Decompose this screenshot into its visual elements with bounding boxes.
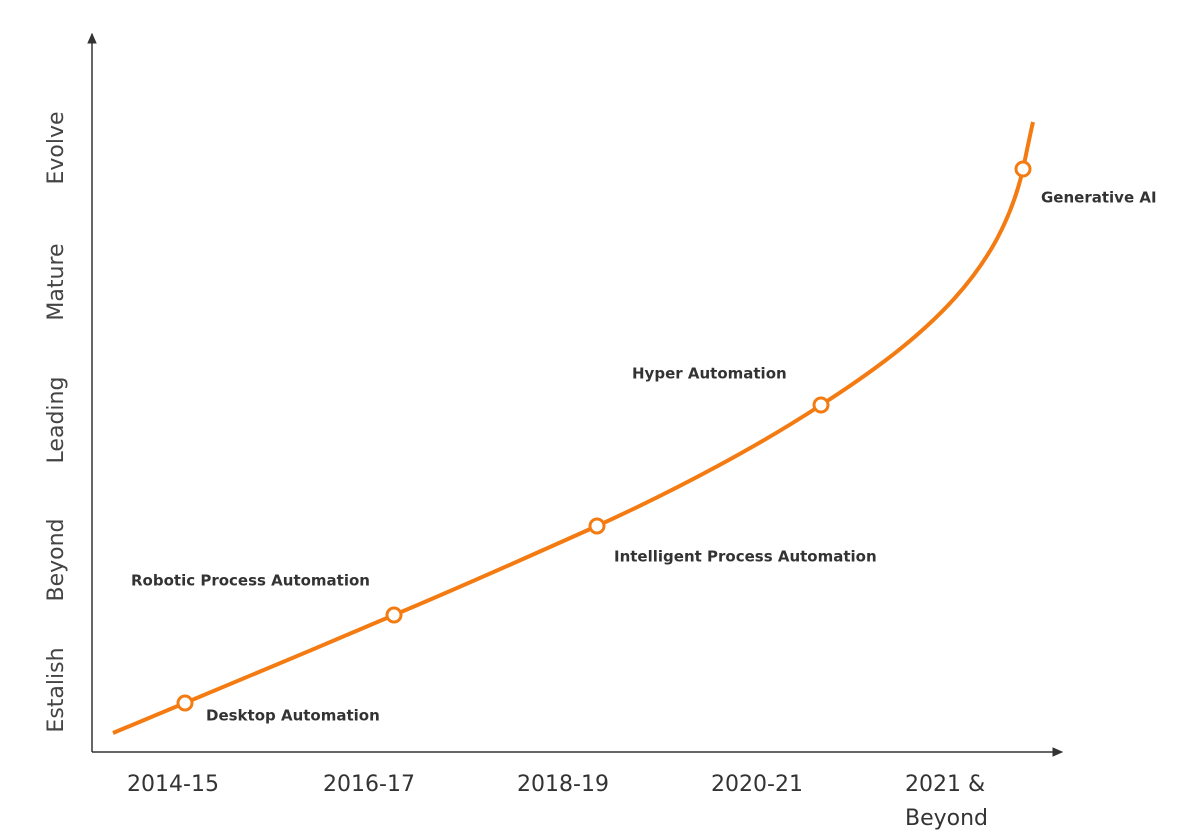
y-axis-label: Beyond	[44, 518, 69, 601]
milestone-label: Robotic Process Automation	[131, 572, 370, 590]
milestone-label: Desktop Automation	[206, 707, 380, 725]
x-axis-label: Beyond	[905, 806, 988, 831]
y-axis-label: Estalish	[44, 647, 69, 732]
x-axis-label: 2020-21	[711, 772, 803, 797]
milestone-point	[176, 694, 194, 712]
y-axis-label: Leading	[44, 377, 69, 464]
milestone-label: Hyper Automation	[632, 365, 787, 383]
x-axis-label: 2021 &	[905, 772, 985, 797]
milestone-point	[385, 606, 403, 624]
y-axis-label: Mature	[44, 243, 69, 320]
x-axis-label: 2014-15	[127, 772, 219, 797]
milestone-label: Intelligent Process Automation	[614, 548, 877, 566]
x-axis-label: 2018-19	[517, 772, 609, 797]
milestone-point	[1014, 160, 1032, 178]
milestone-point	[588, 517, 606, 535]
growth-curve	[112, 121, 1035, 735]
milestone-label: Generative AI	[1041, 189, 1157, 207]
milestone-point	[812, 396, 830, 414]
x-axis-label: 2016-17	[323, 772, 415, 797]
y-axis-label: Evolve	[44, 111, 69, 184]
